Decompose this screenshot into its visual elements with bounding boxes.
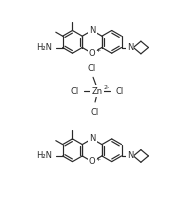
Text: H₂N: H₂N: [36, 43, 52, 52]
Text: Cl: Cl: [88, 64, 96, 73]
Text: N: N: [89, 26, 95, 35]
Text: N: N: [127, 151, 134, 160]
Text: Zn: Zn: [91, 87, 103, 96]
Text: +: +: [95, 157, 100, 162]
Text: Cl: Cl: [70, 87, 78, 96]
Text: Cl: Cl: [116, 87, 124, 96]
Text: Cl: Cl: [91, 108, 99, 117]
Text: O: O: [89, 157, 95, 166]
Text: O: O: [89, 49, 95, 58]
Text: N: N: [89, 135, 95, 143]
Text: N: N: [127, 43, 134, 52]
Text: +: +: [95, 48, 100, 53]
Text: 2-: 2-: [104, 85, 110, 90]
Text: H₂N: H₂N: [36, 151, 52, 160]
